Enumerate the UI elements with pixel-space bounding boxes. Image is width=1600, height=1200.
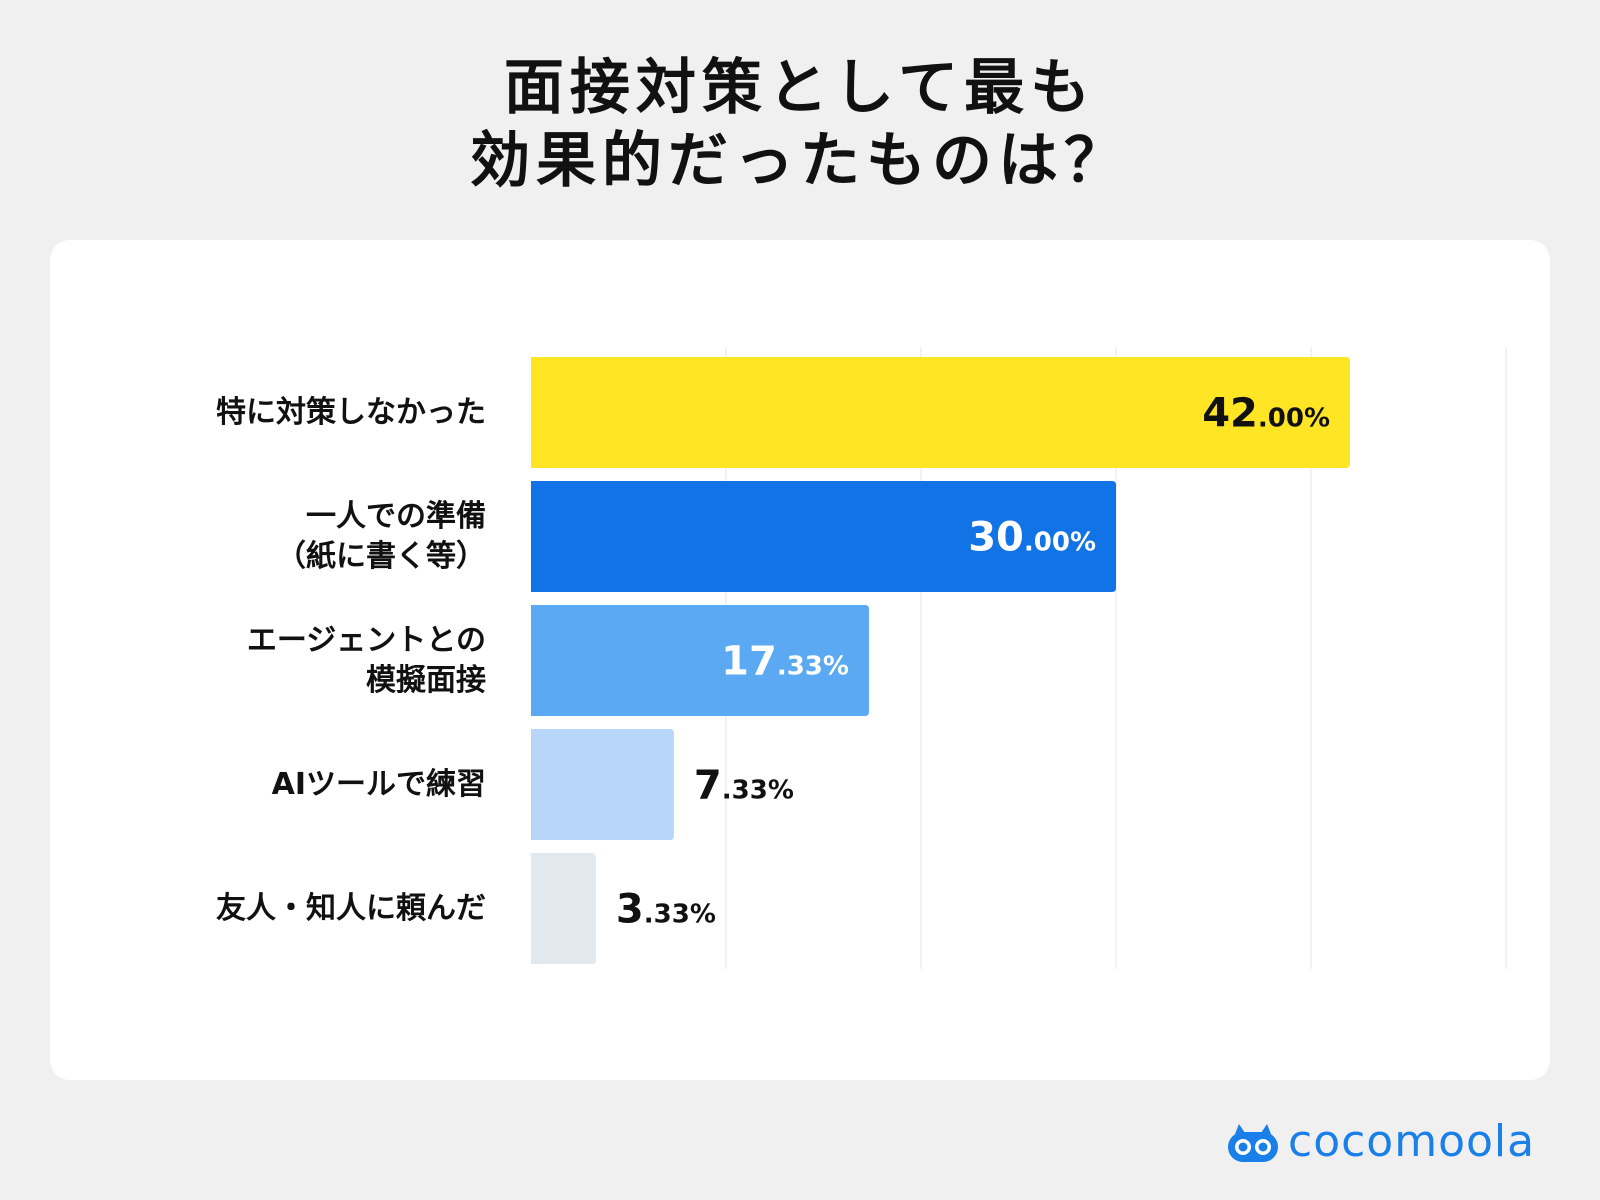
value-label-integer: 42 [1202, 391, 1258, 437]
value-label: 7.33% [694, 763, 794, 809]
bar [531, 357, 1350, 468]
chart-card: 特に対策しなかった 42.00% 一人での準備（紙に書く等） 30.00% エージェント… [50, 240, 1550, 1080]
value-label: 17.33% [721, 639, 849, 685]
value-label-decimal: .33% [644, 900, 716, 930]
brand-name: cocomoola [1288, 1116, 1536, 1167]
value-label-decimal: .33% [777, 652, 849, 682]
cocomoola-logo-icon [1228, 1124, 1278, 1162]
chart-title: 面接対策として最も 効果的だったものは？ [0, 52, 1600, 198]
category-label-line: （紙に書く等） [276, 539, 486, 574]
category-label-line: 模擬面接 [366, 663, 486, 698]
value-label: 42.00% [1202, 391, 1330, 437]
value-label-integer: 17 [721, 639, 777, 685]
chart-title-line-1: 面接対策として最も [503, 53, 1097, 123]
value-label: 30.00% [968, 515, 1096, 561]
category-label-line: AIツールで練習 [272, 767, 486, 802]
bar [531, 853, 596, 964]
category-label-line: 一人での準備 [306, 499, 486, 534]
bar [531, 729, 674, 840]
category-label: 特に対策しなかった [216, 395, 486, 430]
category-label: 友人・知人に頼んだ [216, 891, 486, 926]
category-label-line: 友人・知人に頼んだ [216, 891, 486, 926]
category-label: エージェントとの模擬面接 [247, 623, 486, 698]
bar [531, 605, 869, 716]
category-label: AIツールで練習 [272, 767, 486, 802]
value-label-integer: 7 [694, 763, 722, 809]
value-label-decimal: .00% [1258, 404, 1330, 434]
bar-chart: 特に対策しなかった 42.00%一人での準備（紙に書く等） 30.00%エージェント… [216, 347, 1507, 969]
category-label-line: エージェントとの [247, 623, 486, 658]
value-label-integer: 3 [616, 887, 644, 933]
bar [531, 481, 1116, 592]
value-label-decimal: .00% [1024, 528, 1096, 558]
category-label: 一人での準備 （紙に書く等） [276, 499, 486, 574]
value-label: 3.33% [616, 887, 716, 933]
category-label-line: 特に対策しなかった [216, 395, 486, 430]
value-label-decimal: .33% [722, 776, 794, 806]
brand-logo[interactable]: cocomoola [1226, 1116, 1535, 1168]
value-label-integer: 30 [968, 515, 1024, 561]
chart-title-line-2: 効果的だったものは？ [470, 126, 1130, 196]
